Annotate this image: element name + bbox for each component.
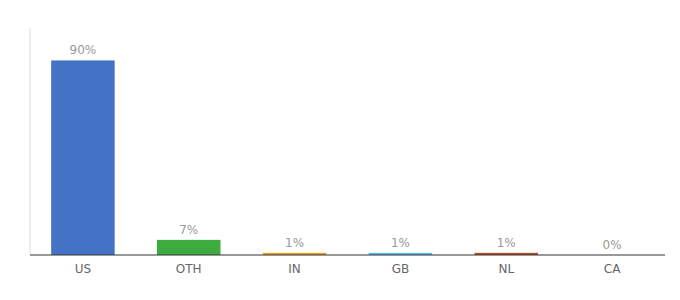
- x-tick-label: IN: [288, 262, 301, 276]
- data-labels: 90% 7% 1% 1% 1% 0%: [70, 43, 622, 252]
- data-label: 1%: [497, 236, 516, 250]
- data-label: 7%: [179, 223, 198, 237]
- data-label: 1%: [285, 236, 304, 250]
- y-axis-line: [30, 28, 31, 255]
- data-label: 0%: [603, 238, 622, 252]
- x-tick-label: OTH: [176, 262, 202, 276]
- bar: [157, 240, 221, 255]
- data-label: 90%: [70, 43, 97, 57]
- x-axis-line: [30, 254, 665, 255]
- x-tick-label: GB: [392, 262, 410, 276]
- x-tick-label: CA: [604, 262, 621, 276]
- chart-container: US OTH IN GB NL CA 90% 7% 1% 1% 1% 0%: [0, 0, 680, 300]
- bar: [51, 60, 115, 255]
- x-ticks: US OTH IN GB NL CA: [75, 262, 621, 276]
- bars: [51, 60, 538, 255]
- chart-svg: US OTH IN GB NL CA 90% 7% 1% 1% 1% 0%: [0, 0, 680, 300]
- x-tick-label: NL: [498, 262, 514, 276]
- x-tick-label: US: [75, 262, 91, 276]
- data-label: 1%: [391, 236, 410, 250]
